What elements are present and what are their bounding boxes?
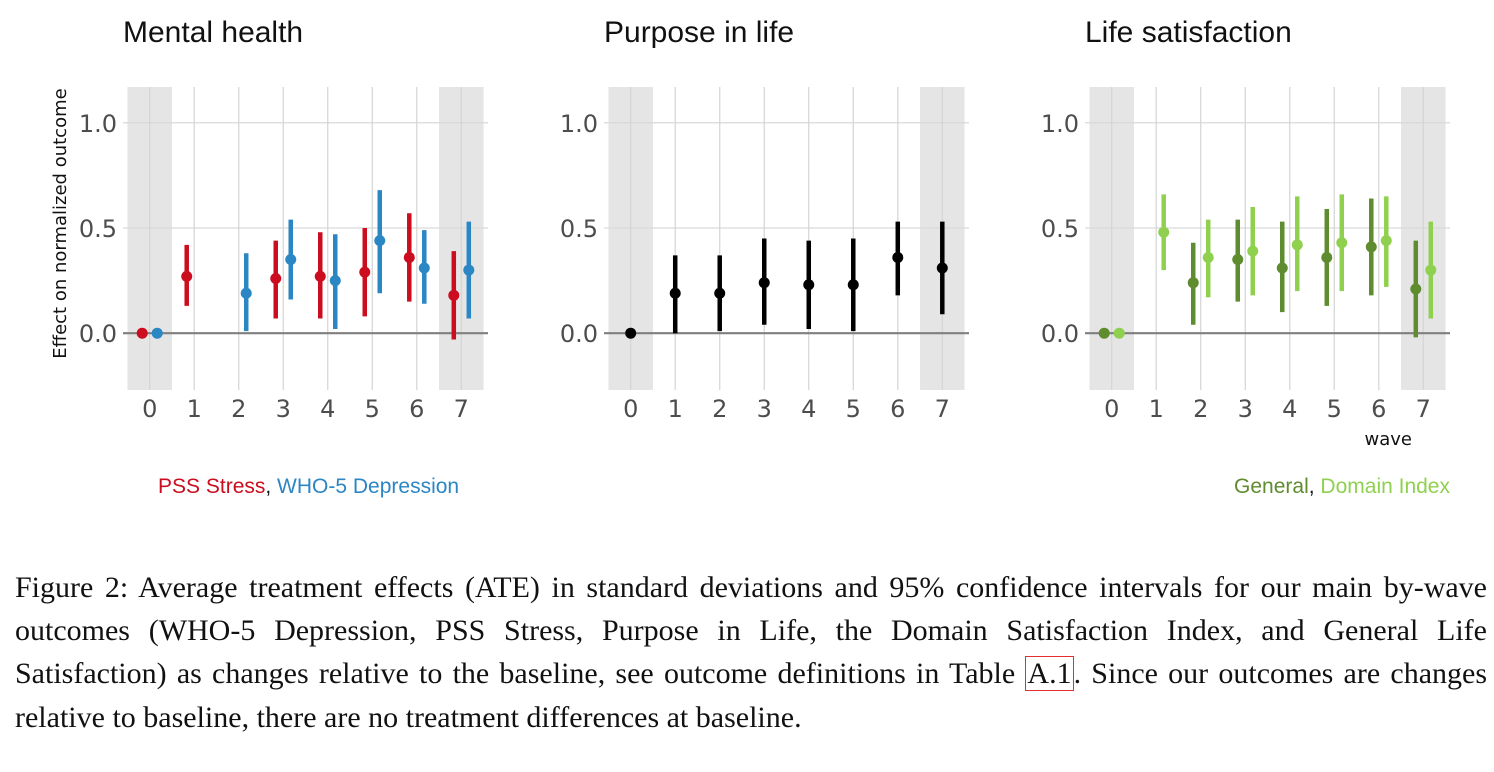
data-point [936, 262, 948, 274]
x-tick-label: 6 [1371, 395, 1386, 423]
x-tick-label: 1 [668, 395, 683, 423]
panel-0: Mental health 0.0 0.5 1.0 0 1 2 3 4 5 6 7 Effect on … [50, 16, 488, 423]
x-tick-label: 4 [801, 395, 816, 423]
x-tick-label: 0 [142, 395, 157, 423]
data-point [1158, 226, 1170, 238]
legend-separator: , [1309, 475, 1321, 498]
y-axis-label: Effect on normalized outcome [50, 88, 71, 358]
y-tick-label: 1.0 [79, 110, 117, 138]
legend-entry: WHO-5 Depression [277, 475, 459, 498]
y-tick-label: 0.5 [79, 215, 117, 243]
x-tick-label: 2 [1193, 395, 1208, 423]
data-point [803, 279, 815, 291]
x-tick-label: 1 [1149, 395, 1164, 423]
data-point [151, 327, 163, 339]
panel-1: Purpose in life 0.0 0.5 1.0 0 1 2 3 4 5 6 7 [560, 16, 969, 423]
data-point [359, 266, 371, 278]
data-point [1276, 262, 1288, 274]
data-point [374, 235, 386, 247]
x-tick-label: 4 [320, 395, 335, 423]
legend-mental-health: PSS Stress, WHO-5 Depression [158, 475, 459, 498]
data-point [714, 287, 726, 299]
caption-text-prefix: Figure 2: Average treatment effects (ATE… [15, 571, 1487, 691]
data-point [669, 287, 681, 299]
y-tick-label: 0.5 [1041, 215, 1079, 243]
legend-life-satisfaction: General, Domain Index [1234, 475, 1450, 498]
data-point [314, 270, 326, 282]
panel-title: Mental health [123, 16, 303, 49]
data-point [625, 327, 637, 339]
data-point [1425, 264, 1437, 276]
x-tick-label: 4 [1282, 395, 1297, 423]
y-tick-label: 0.0 [79, 320, 117, 348]
data-point [1232, 254, 1244, 266]
data-point [1321, 251, 1333, 263]
data-point [463, 264, 475, 276]
legend-entry: Domain Index [1320, 475, 1450, 498]
x-tick-label: 3 [276, 395, 291, 423]
x-tick-label: 3 [757, 395, 772, 423]
chart-svg: Mental health 0.0 0.5 1.0 0 1 2 3 4 5 6 7 Effect on … [50, 16, 1450, 498]
data-point [847, 279, 859, 291]
legend-separator: , [265, 475, 277, 498]
data-point [1365, 241, 1377, 253]
x-tick-label: 0 [1104, 395, 1119, 423]
x-tick-label: 6 [409, 395, 424, 423]
data-point [136, 327, 148, 339]
data-point [1410, 283, 1422, 295]
data-point [329, 275, 341, 287]
data-point [1113, 327, 1125, 339]
data-point [1187, 277, 1199, 289]
data-point [758, 277, 770, 289]
x-axis-label: wave [1365, 429, 1412, 450]
data-point [1380, 235, 1392, 247]
data-point [1247, 245, 1259, 257]
data-point [285, 254, 297, 266]
x-tick-label: 5 [365, 395, 380, 423]
table-reference-link[interactable]: A.1 [1025, 656, 1074, 692]
y-tick-label: 1.0 [560, 110, 598, 138]
data-point [1098, 327, 1110, 339]
x-tick-label: 7 [454, 395, 469, 423]
data-point [240, 287, 252, 299]
data-point [181, 270, 193, 282]
y-tick-label: 0.5 [560, 215, 598, 243]
x-tick-label: 0 [623, 395, 638, 423]
data-point [892, 251, 904, 263]
legend-entry: General [1234, 475, 1309, 498]
plot-area [604, 87, 969, 390]
figure: Mental health 0.0 0.5 1.0 0 1 2 3 4 5 6 7 Effect on … [50, 16, 1450, 498]
data-point [1291, 239, 1303, 251]
data-point [403, 251, 415, 263]
x-tick-label: 7 [935, 395, 950, 423]
x-tick-label: 6 [890, 395, 905, 423]
panel-title: Purpose in life [604, 16, 794, 49]
x-tick-label: 2 [231, 395, 246, 423]
caption-text-suffix: . Since our outcomes are changes relativ… [15, 657, 1488, 734]
y-tick-label: 0.0 [560, 320, 598, 348]
data-point [270, 272, 282, 284]
y-tick-label: 0.0 [1041, 320, 1079, 348]
x-tick-label: 2 [712, 395, 727, 423]
plot-area [123, 87, 488, 390]
data-point [1336, 237, 1348, 249]
panel-title: Life satisfaction [1085, 16, 1292, 49]
data-point [418, 262, 430, 274]
figure-caption: Figure 2: Average treatment effects (ATE… [15, 566, 1487, 739]
x-tick-label: 1 [187, 395, 202, 423]
y-tick-label: 1.0 [1041, 110, 1079, 138]
legend-entry: PSS Stress [158, 475, 265, 498]
plot-area [1085, 87, 1450, 390]
data-point [1202, 251, 1214, 263]
x-tick-label: 3 [1238, 395, 1253, 423]
data-point [448, 289, 460, 301]
x-tick-label: 5 [1327, 395, 1342, 423]
x-tick-label: 5 [846, 395, 861, 423]
x-tick-label: 7 [1416, 395, 1431, 423]
